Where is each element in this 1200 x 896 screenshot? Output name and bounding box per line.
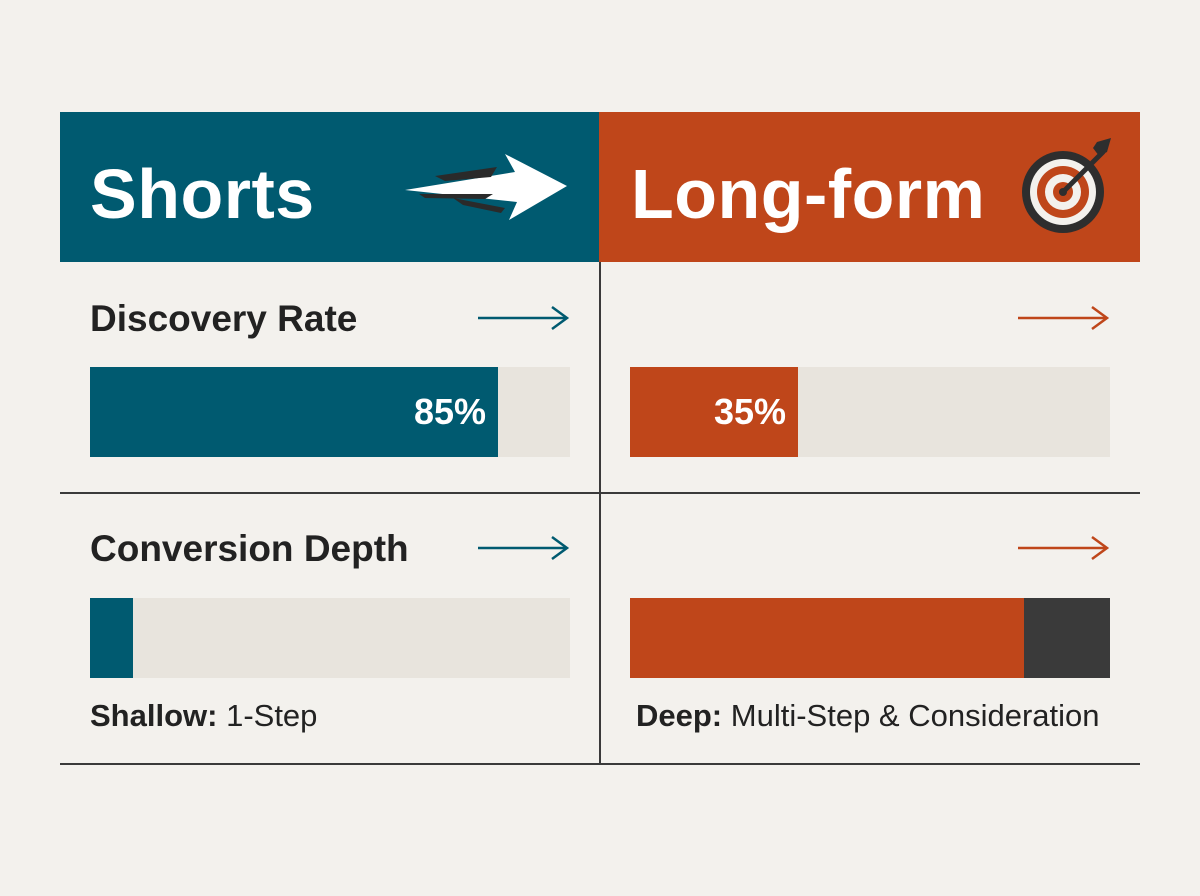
target-icon — [1022, 138, 1111, 233]
longform-depth-track — [630, 598, 1110, 678]
shorts-discovery-bar — [90, 367, 498, 457]
arrow-right-icon — [478, 535, 570, 561]
shorts-discovery-value: 85% — [413, 391, 486, 432]
longform-header: Long-form — [599, 112, 1140, 262]
shorts-depth-bar — [90, 598, 133, 678]
longform-caption-bold: Deep: — [636, 698, 723, 733]
shorts-depth-caption: Shallow: 1-Step — [90, 698, 317, 734]
discovery-rate-label: Discovery Rate — [90, 298, 358, 339]
longform-depth-dark-segment — [1024, 598, 1110, 678]
conversion-depth-label: Conversion Depth — [90, 528, 409, 569]
column-divider — [599, 262, 601, 764]
longform-title: Long-form — [631, 155, 986, 233]
speed-arrow-icon — [405, 154, 567, 220]
shorts-caption-text: 1-Step — [226, 698, 318, 733]
longform-depth-caption: Deep: Multi-Step & Consideration — [636, 698, 1100, 734]
shorts-caption-bold: Shallow: — [90, 698, 218, 733]
arrow-right-icon — [1018, 535, 1110, 561]
longform-discovery-track: 35% — [630, 367, 1110, 457]
shorts-header: Shorts — [60, 112, 599, 262]
shorts-depth-track — [90, 598, 570, 678]
bottom-rule — [60, 763, 1140, 765]
arrow-right-icon — [478, 305, 570, 331]
arrow-right-icon — [1018, 305, 1110, 331]
longform-discovery-value: 35% — [713, 391, 786, 432]
longform-depth-bar — [630, 598, 1024, 678]
longform-caption-text: Multi-Step & Consideration — [730, 698, 1100, 733]
shorts-title: Shorts — [90, 155, 315, 233]
shorts-discovery-track: 85% — [90, 367, 570, 457]
row-divider — [60, 492, 1140, 494]
longform-discovery-bar — [630, 367, 798, 457]
